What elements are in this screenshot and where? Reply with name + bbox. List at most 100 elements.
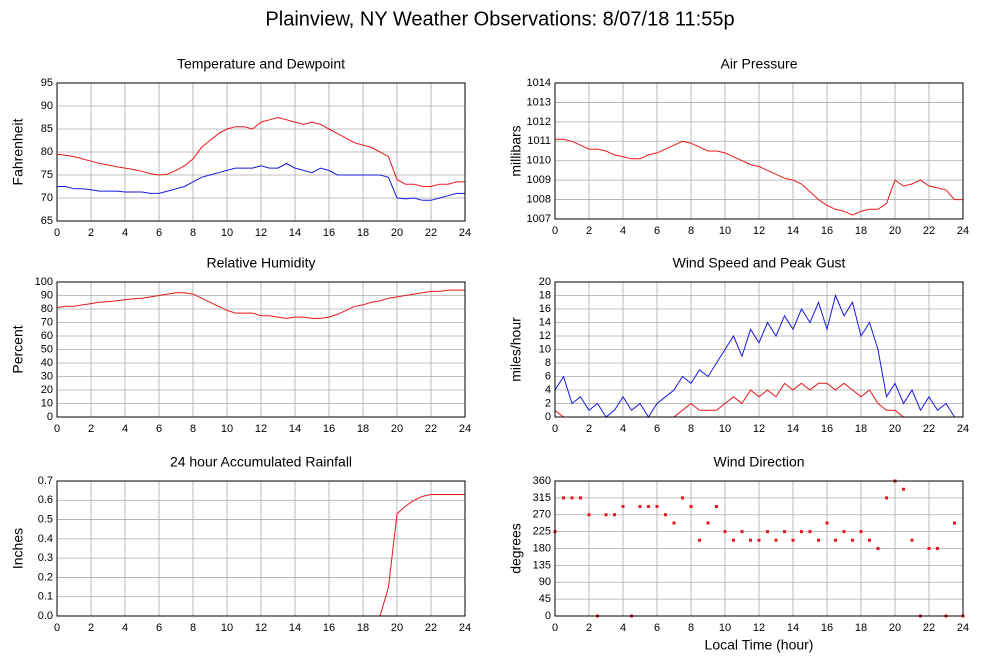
y-tick-label: 0 — [545, 610, 551, 622]
y-tick-label: 0.1 — [38, 591, 53, 603]
y-tick-label: 90 — [539, 576, 551, 588]
y-tick-label: 0.3 — [38, 552, 53, 564]
x-tick-label: 8 — [688, 225, 694, 237]
x-tick-label: 24 — [459, 227, 471, 239]
y-tick-label: 0.4 — [38, 533, 53, 545]
data-point — [723, 530, 727, 534]
x-tick-label: 12 — [255, 622, 267, 634]
x-tick-label: 20 — [391, 622, 403, 634]
plot-frame — [554, 281, 964, 418]
x-tick-label: 24 — [957, 423, 969, 435]
x-tick-label: 24 — [957, 225, 969, 237]
x-tick-label: 8 — [190, 423, 196, 435]
x-tick-label: 2 — [88, 622, 94, 634]
y-tick-label: 40 — [41, 357, 53, 369]
data-point — [681, 496, 684, 500]
data-point — [817, 538, 820, 542]
data-point — [800, 530, 803, 534]
data-point — [834, 538, 837, 542]
x-tick-label: 24 — [957, 622, 969, 634]
x-tick-label: 10 — [719, 225, 731, 237]
x-tick-label: 16 — [821, 225, 833, 237]
y-tick-label: 60 — [41, 330, 53, 342]
y-tick-label: 1012 — [527, 116, 551, 128]
y-tick-label: 0.2 — [38, 571, 53, 583]
data-point — [621, 505, 625, 508]
x-tick-label: 10 — [719, 423, 731, 435]
data-point — [664, 513, 667, 517]
x-tick-label: 14 — [787, 225, 799, 237]
data-point — [613, 513, 616, 517]
panel-title: Relative Humidity — [207, 255, 316, 271]
y-tick-label: 45 — [539, 593, 551, 605]
data-point — [587, 513, 591, 517]
y-tick-label: 20 — [539, 276, 551, 288]
y-axis-label: Percent — [10, 325, 26, 373]
y-tick-label: 0 — [545, 411, 551, 423]
x-tick-label: 18 — [855, 225, 867, 237]
y-tick-label: 90 — [41, 289, 53, 301]
x-tick-label: 0 — [552, 423, 558, 435]
y-tick-label: 360 — [533, 475, 551, 487]
y-tick-label: 135 — [533, 559, 551, 571]
x-tick-label: 8 — [688, 622, 694, 634]
x-tick-label: 4 — [122, 622, 128, 634]
x-tick-label: 6 — [156, 423, 162, 435]
y-axis-label: Inches — [10, 528, 26, 569]
y-tick-label: 80 — [41, 146, 53, 158]
y-tick-label: 1013 — [527, 96, 551, 108]
x-tick-label: 18 — [357, 622, 369, 634]
x-tick-label: 0 — [552, 225, 558, 237]
y-tick-label: 80 — [41, 303, 53, 315]
x-tick-label: 24 — [459, 622, 471, 634]
x-tick-label: 22 — [923, 622, 935, 634]
x-tick-label: 2 — [586, 622, 592, 634]
y-tick-label: 0.6 — [38, 494, 53, 506]
data-line — [56, 289, 465, 319]
x-tick-label: 14 — [787, 423, 799, 435]
x-tick-label: 14 — [787, 622, 799, 634]
x-tick-label: 6 — [156, 622, 162, 634]
x-tick-label: 14 — [289, 423, 301, 435]
x-tick-label: 18 — [357, 423, 369, 435]
x-tick-label: 12 — [753, 423, 765, 435]
x-tick-label: 10 — [221, 423, 233, 435]
y-tick-label: 12 — [539, 330, 551, 342]
data-point — [604, 513, 608, 517]
x-tick-label: 0 — [54, 423, 60, 435]
data-point — [672, 521, 676, 525]
x-tick-label: 2 — [586, 225, 592, 237]
plot-frame — [554, 82, 964, 220]
data-point — [851, 538, 854, 542]
x-tick-label: 6 — [654, 622, 660, 634]
x-tick-label: 4 — [122, 423, 128, 435]
data-point — [698, 538, 701, 542]
y-tick-label: 6 — [545, 370, 551, 382]
y-tick-label: 70 — [41, 316, 53, 328]
data-point — [825, 521, 829, 525]
data-line — [56, 116, 465, 187]
x-tick-label: 20 — [889, 622, 901, 634]
y-tick-label: 8 — [545, 357, 551, 369]
x-tick-label: 20 — [889, 225, 901, 237]
x-tick-label: 16 — [323, 622, 335, 634]
x-tick-label: 16 — [323, 423, 335, 435]
x-tick-label: 18 — [855, 622, 867, 634]
data-point — [570, 496, 574, 500]
plot-frame — [56, 281, 466, 418]
y-tick-label: 75 — [41, 169, 53, 181]
y-axis-label: degrees — [508, 523, 524, 574]
y-tick-label: 1008 — [527, 193, 551, 205]
x-tick-label: 8 — [688, 423, 694, 435]
x-tick-label: 22 — [425, 227, 437, 239]
y-axis-label: miles/hour — [508, 317, 524, 382]
data-point — [808, 530, 812, 534]
y-tick-label: 4 — [545, 384, 551, 396]
x-tick-label: 18 — [357, 227, 369, 239]
data-point — [953, 521, 956, 525]
data-point — [689, 505, 693, 508]
x-tick-label: 0 — [54, 622, 60, 634]
x-tick-label: 16 — [323, 227, 335, 239]
x-tick-label: 22 — [425, 622, 437, 634]
x-tick-label: 0 — [54, 227, 60, 239]
